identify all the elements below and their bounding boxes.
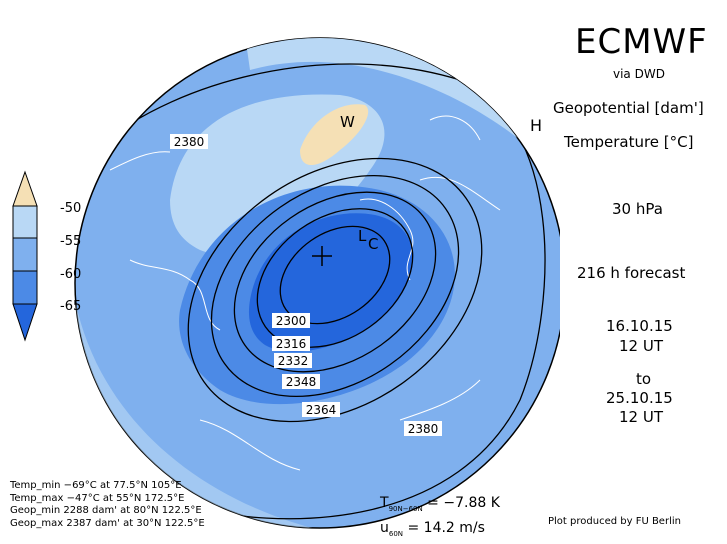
warm-marker: W — [340, 113, 355, 131]
colorbar-swatches — [12, 170, 38, 342]
colorbar-swatch — [12, 205, 38, 239]
low-marker: L — [358, 227, 367, 245]
contour-label-2380: 2380 — [174, 135, 205, 149]
field-geopotential: Geopotential [dam'] — [553, 99, 704, 117]
colorbar-label: -50 — [60, 201, 82, 216]
extremes-list: Temp_min −69°C at 77.5°N 105°E Temp_max … — [10, 480, 205, 530]
colorbar: -50 -55 -60 -65 — [10, 170, 81, 349]
wind-value: = 14.2 m/s — [403, 519, 485, 536]
extreme-geop-max: Geop_max 2387 dam' at 30°N 122.5°E — [10, 517, 205, 529]
north-pole-icon — [312, 246, 332, 266]
temp-zone-warm — [300, 104, 369, 166]
geopotential-contour — [99, 63, 546, 520]
source-label: via DWD — [613, 67, 665, 81]
contour-label-2364: 2364 — [306, 403, 337, 417]
wind-stat: u60N = 14.2 m/s — [380, 519, 500, 544]
valid-date: 25.10.15 — [606, 389, 673, 407]
valid-time: 12 UT — [619, 408, 663, 426]
init-date: 16.10.15 — [606, 317, 673, 335]
geopotential-contour — [279, 225, 391, 325]
geopotential-contour — [256, 208, 414, 348]
temp-diff-subscript: 90N−60N — [388, 504, 423, 513]
stats-block: T90N−60N = −7.88 K u60N = 14.2 m/s — [380, 494, 500, 544]
contour-labels: 2380 2300 2316 2332 2348 2364 2380 — [170, 134, 442, 436]
colorbar-swatch — [12, 270, 38, 305]
colorbar-tip-cold — [12, 303, 38, 342]
contour-label-2316: 2316 — [276, 337, 307, 351]
brand-title: ECMWF — [575, 22, 708, 62]
colorbar-swatch — [12, 237, 38, 272]
colorbar-tip-warm — [12, 170, 38, 207]
polar-map: 2380 2300 2316 2332 2348 2364 2380 L C W… — [74, 37, 560, 529]
init-time: 12 UT — [619, 337, 663, 355]
temp-diff-value: = −7.88 K — [422, 495, 500, 511]
extreme-temp-max: Temp_max −47°C at 55°N 172.5°E — [10, 492, 185, 504]
temp-diff-stat: T90N−60N = −7.88 K — [380, 494, 500, 519]
credit-line: Plot produced by FU Berlin — [548, 516, 681, 527]
wind-symbol: u — [380, 519, 389, 536]
geopotential-contour — [187, 157, 483, 423]
high-marker: H — [530, 116, 542, 135]
contour-label-2300: 2300 — [276, 314, 307, 328]
temp-diff-symbol: T — [380, 495, 389, 511]
colorbar-label: -60 — [60, 267, 82, 282]
field-temperature: Temperature [°C] — [564, 133, 694, 151]
extreme-geop-min: Geop_min 2288 dam' at 80°N 122.5°E — [10, 505, 202, 517]
to-label: to — [636, 370, 652, 388]
forecast-hours: 216 h forecast — [577, 264, 686, 282]
pressure-level: 30 hPa — [612, 200, 663, 218]
colorbar-label: -55 — [60, 234, 82, 249]
contour-label-2332: 2332 — [278, 354, 309, 368]
geopotential-contour — [233, 191, 437, 373]
contour-label-2348: 2348 — [286, 375, 317, 389]
extreme-temp-min: Temp_min −69°C at 77.5°N 105°E — [10, 480, 182, 491]
wind-subscript: 60N — [388, 529, 404, 538]
contour-label-2380: 2380 — [408, 422, 439, 436]
geopotential-contour — [210, 174, 460, 398]
colorbar-label: -65 — [60, 299, 82, 314]
coastline — [109, 115, 501, 471]
cold-marker: C — [368, 235, 378, 253]
